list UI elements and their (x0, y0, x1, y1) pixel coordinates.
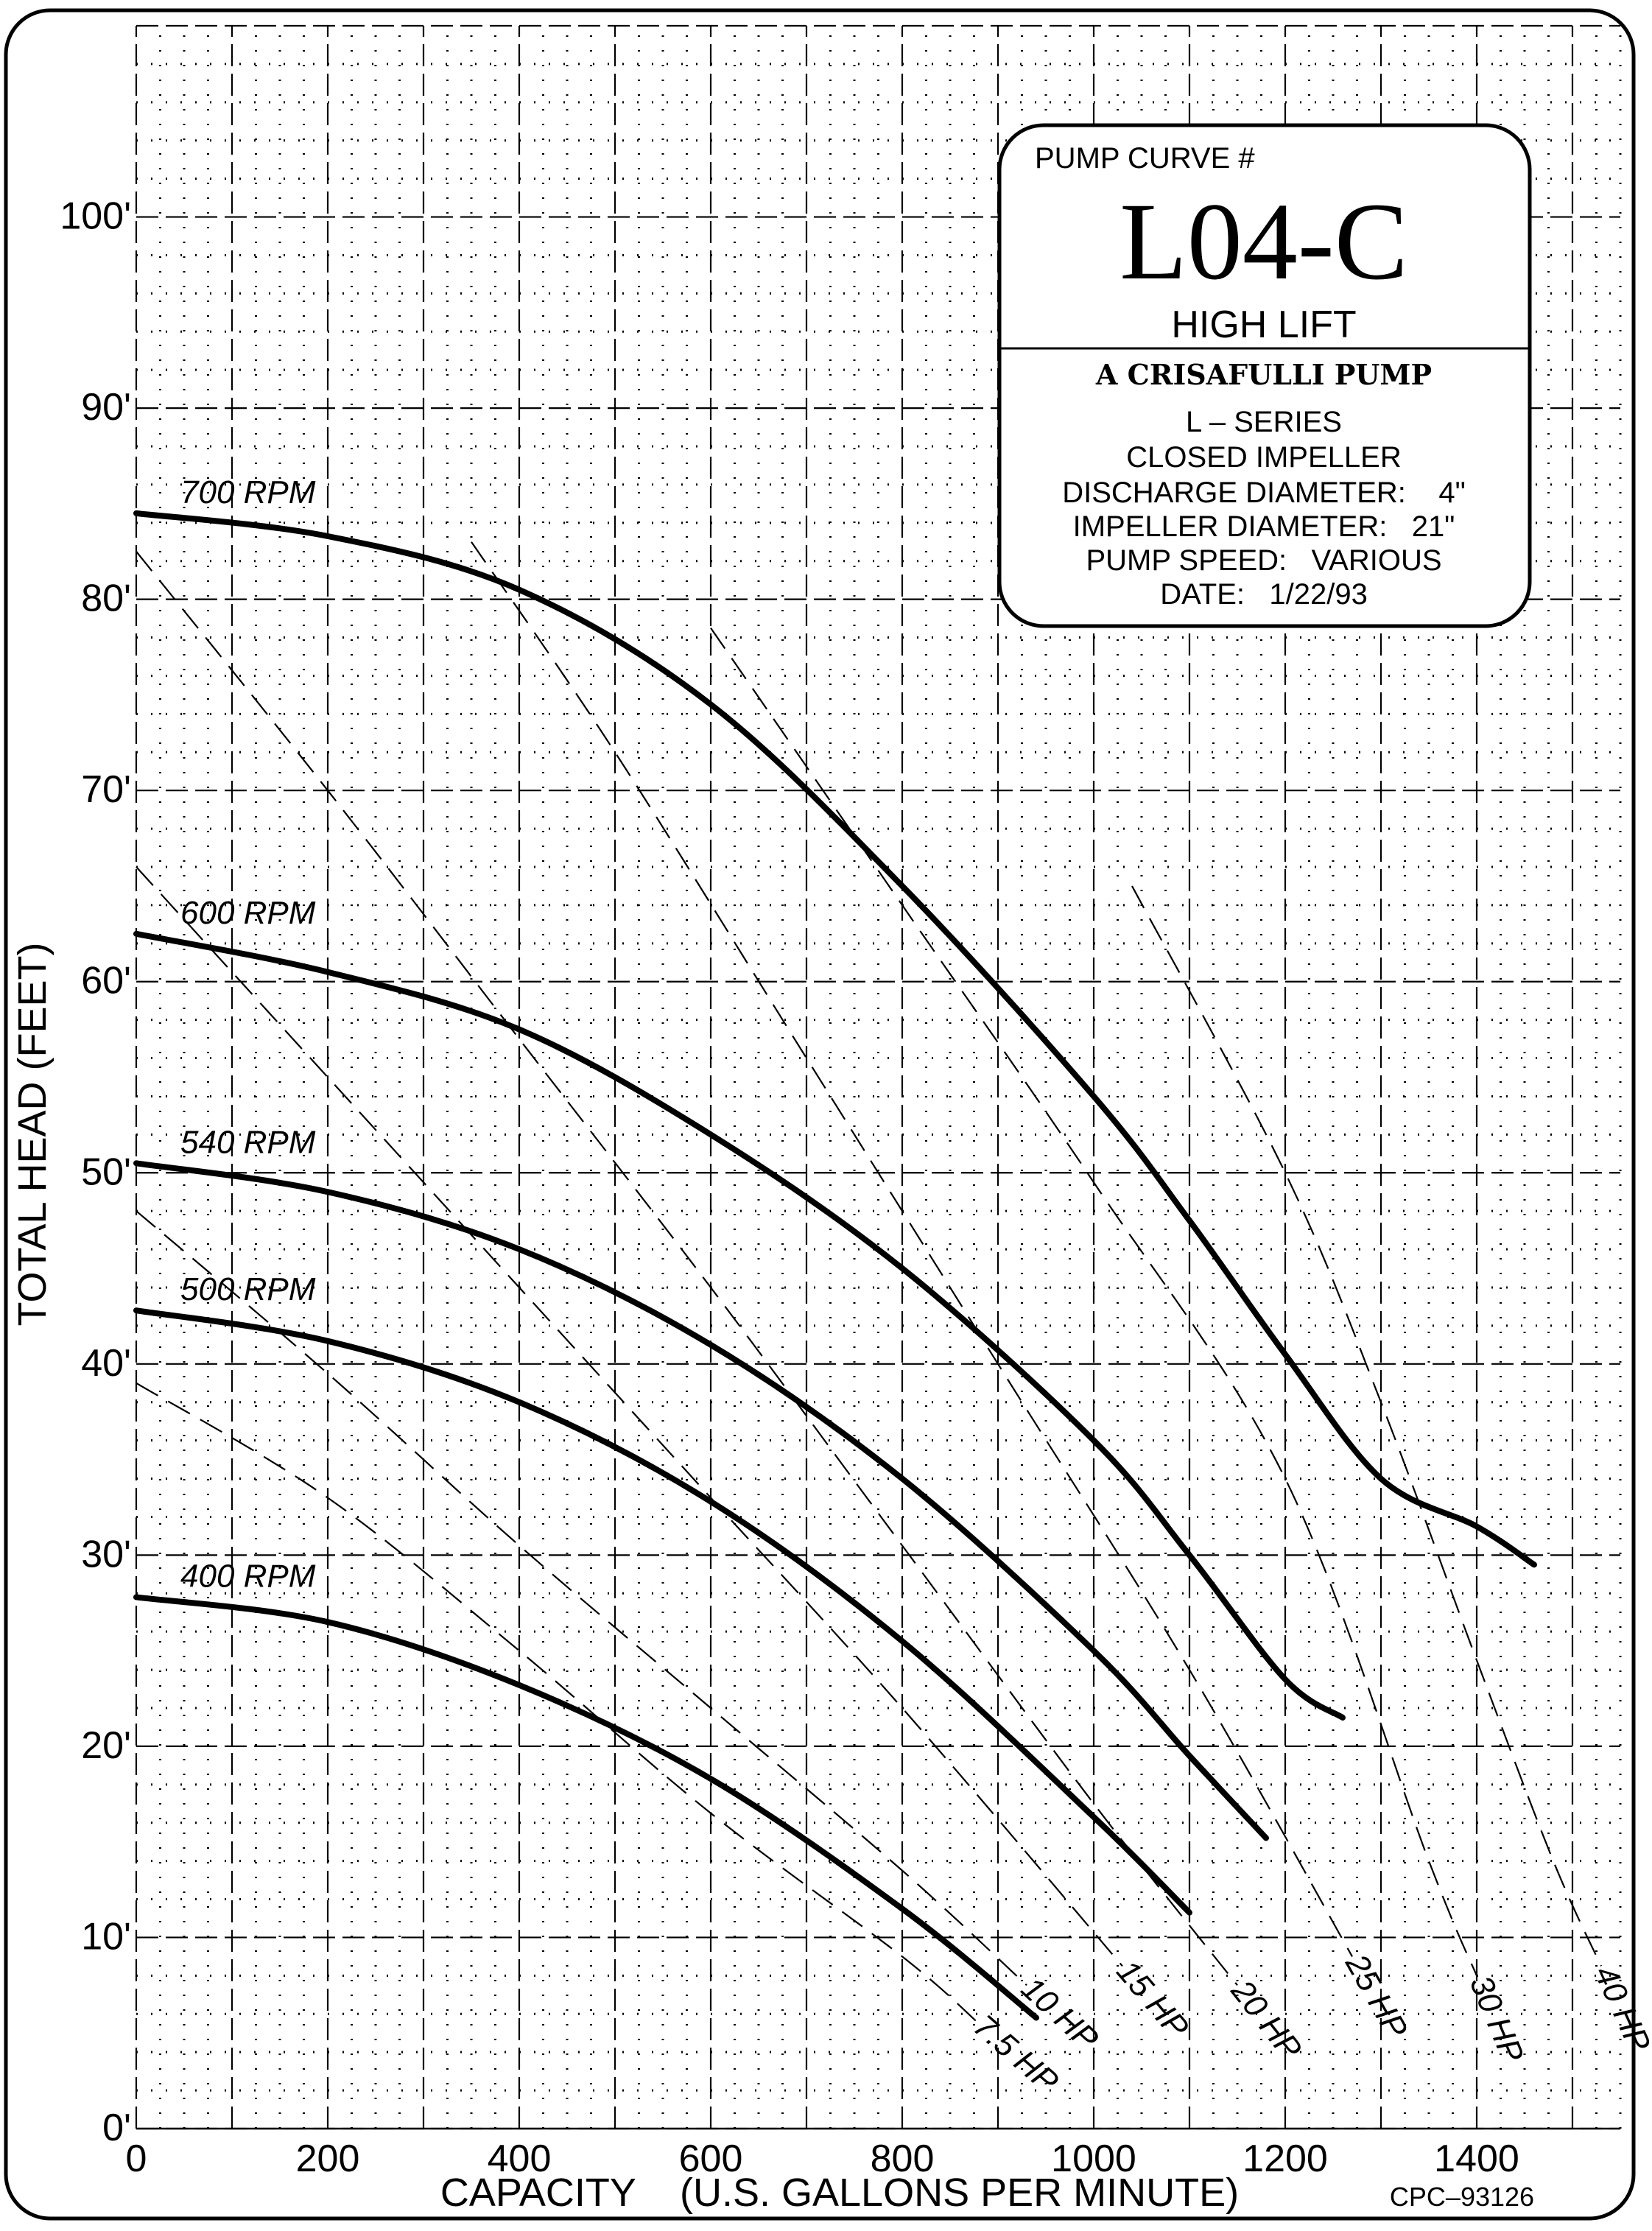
power-line-15-hp (136, 866, 1123, 1967)
info-line-impeller-type: CLOSED IMPELLER (1126, 441, 1401, 474)
series-500-rpm-label: 500 RPM (180, 1271, 316, 1307)
series-700-rpm-line (133, 510, 1537, 1568)
x-tick-label: 400 (488, 2137, 552, 2180)
x-tick-label: 200 (296, 2137, 360, 2180)
power-line-30-hp-label: 30 HP (1463, 1970, 1531, 2067)
y-tick-label: 0' (102, 2107, 131, 2149)
curve-number: L04-C (1120, 180, 1408, 303)
x-tick-label: 1400 (1434, 2137, 1519, 2180)
y-tick-label: 90' (81, 386, 131, 429)
series-500-rpm-line (133, 1307, 1192, 1916)
info-subtitle: HIGH LIFT (1171, 303, 1356, 346)
rpm-curves: 700 RPM 600 RPM 540 RPM 500 RPM 400 RPM (133, 474, 1537, 2021)
x-tick-label: 1200 (1242, 2137, 1328, 2180)
outer-frame (4, 8, 1636, 2221)
power-line-7-5-hp (136, 1382, 980, 2025)
reference-code: CPC–93126 (1390, 2182, 1534, 2212)
info-brand: A CRISAFULLI PUMP (1095, 358, 1432, 391)
y-tick-label: 10' (81, 1915, 131, 1958)
power-line-15-hp-label: 15 HP (1109, 1953, 1195, 2045)
x-tick-label: 1000 (1051, 2137, 1136, 2180)
info-line-speed: PUMP SPEED: VARIOUS (1086, 544, 1441, 577)
power-line-25-hp-label: 25 HP (1338, 1947, 1415, 2045)
y-tick-label: 20' (81, 1724, 131, 1767)
info-line-impeller-diameter: IMPELLER DIAMETER: 21" (1073, 510, 1455, 543)
y-tick-label: 40' (81, 1342, 131, 1385)
info-line-series: L – SERIES (1186, 406, 1342, 438)
y-axis-title: TOTAL HEAD (FEET) (10, 942, 55, 1326)
y-tick-label: 70' (81, 768, 131, 811)
power-line-10-hp (136, 1210, 1027, 1986)
series-540-rpm-line (133, 1160, 1269, 1841)
power-line-25-hp (471, 541, 1353, 1957)
series-400-rpm-label: 400 RPM (180, 1558, 316, 1594)
x-axis-title: CAPACITY (U.S. GALLONS PER MINUTE) (440, 2171, 1239, 2215)
info-line-discharge: DISCHARGE DIAMETER: 4" (1062, 477, 1466, 509)
axis-ticks: 0 200 400 600 800 1000 1200 1400 0' 10' 20' 30' 40' 5… (60, 195, 1519, 2180)
x-tick-label: 600 (679, 2137, 743, 2180)
y-tick-label: 30' (81, 1533, 131, 1575)
pump-curve-label: PUMP CURVE # (1035, 142, 1255, 175)
series-600-rpm-label: 600 RPM (180, 895, 316, 931)
y-tick-label: 100' (60, 195, 131, 238)
power-line-20-hp (136, 551, 1238, 1986)
series-540-rpm-label: 540 RPM (180, 1124, 316, 1160)
power-line-20-hp-label: 20 HP (1224, 1972, 1309, 2067)
series-600-rpm-line (133, 930, 1346, 1721)
y-tick-label: 80' (81, 577, 131, 620)
power-line-40-hp-label: 40 HP (1587, 1960, 1652, 2057)
series-400-rpm-line (133, 1594, 1039, 2021)
y-tick-label: 50' (81, 1150, 131, 1193)
info-line-date: DATE: 1/22/93 (1160, 578, 1368, 611)
series-700-rpm-label: 700 RPM (180, 474, 316, 510)
x-tick-label: 0 (126, 2137, 147, 2180)
power-line-40-hp (1131, 885, 1603, 1967)
x-tick-label: 800 (871, 2137, 935, 2180)
info-box-frame (997, 123, 1532, 628)
y-tick-label: 60' (81, 960, 131, 1002)
info-box: PUMP CURVE # L04-C HIGH LIFT A CRISAFULL… (997, 123, 1532, 628)
